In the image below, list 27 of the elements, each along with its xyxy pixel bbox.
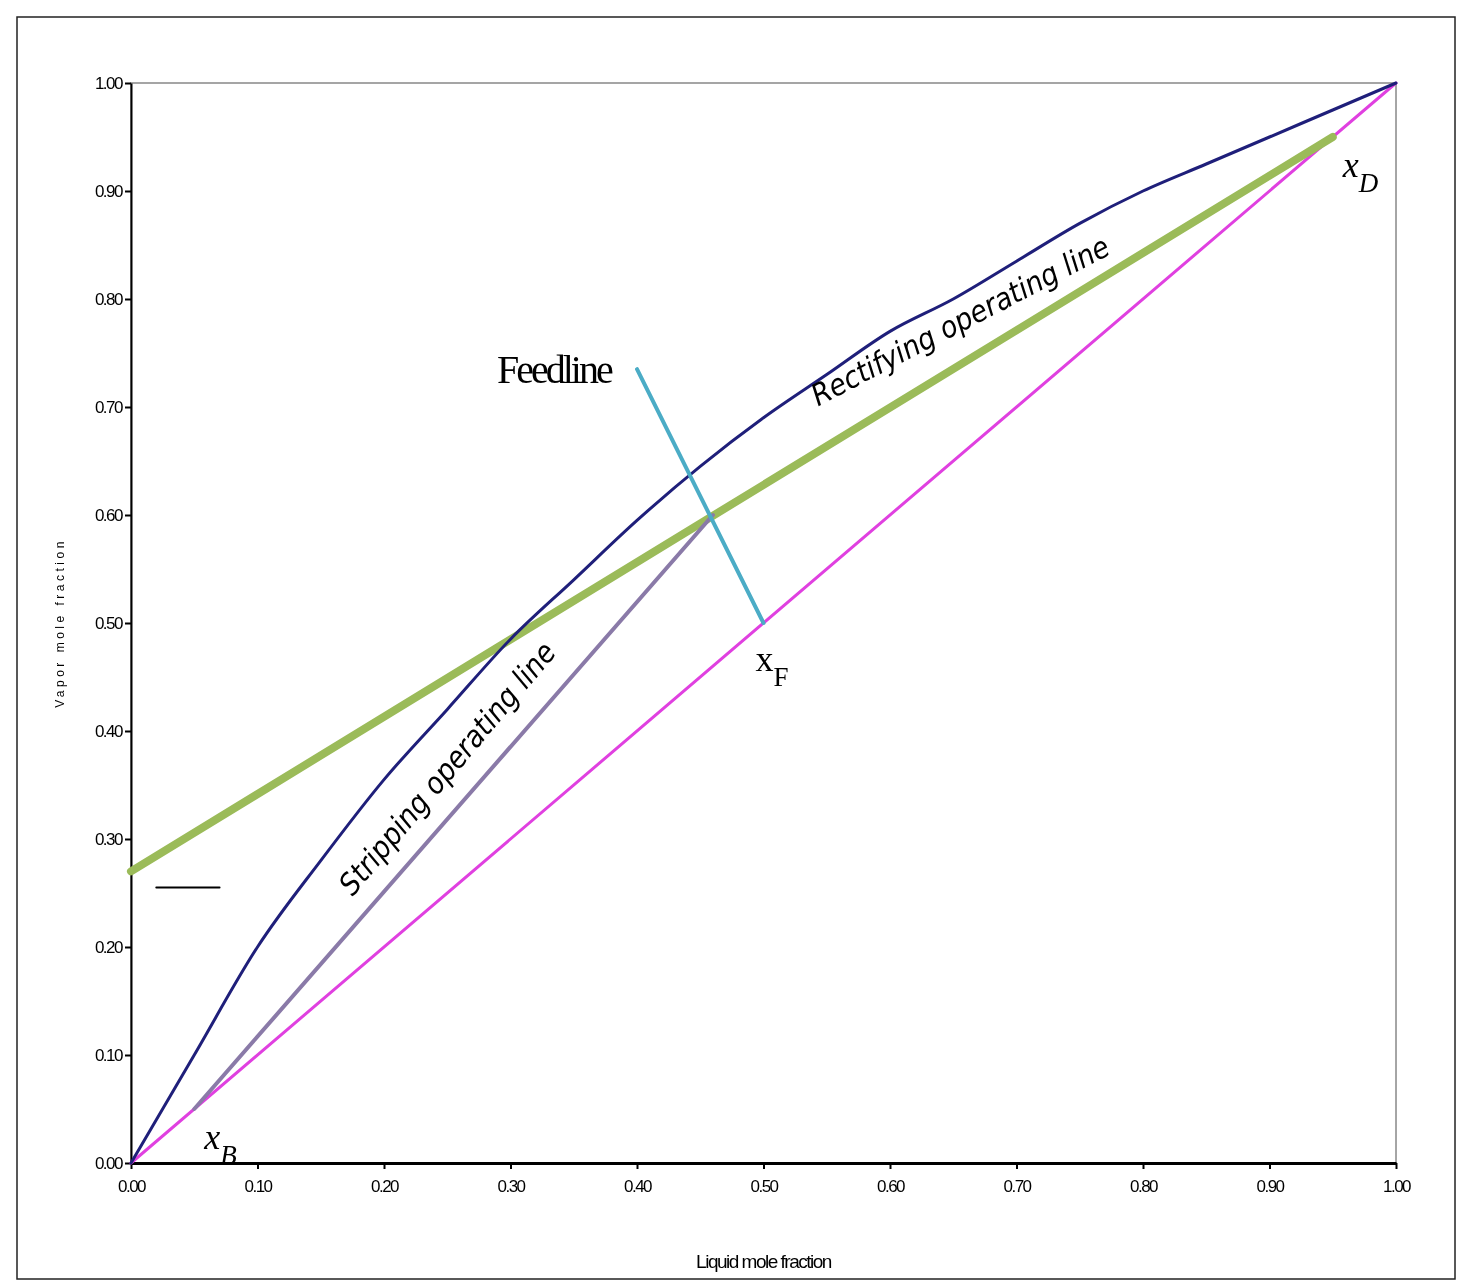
- x-tick-label: 0.10: [244, 1177, 273, 1197]
- y-axis-title: Vapor mole fraction: [53, 538, 67, 708]
- y-tick-label: 0.40: [94, 721, 124, 741]
- y-tick-label: 0.00: [94, 1153, 124, 1173]
- x-tick-label: 0.00: [117, 1177, 147, 1197]
- y-tick-label: 0.20: [94, 937, 124, 957]
- x-tick-label: 0.20: [370, 1177, 400, 1197]
- y-tick-label: 0.10: [94, 1045, 124, 1065]
- annotation: Feedline: [497, 347, 613, 393]
- y-tick-label: 1.00: [94, 73, 124, 93]
- x-tick-label: 0.50: [750, 1177, 779, 1197]
- y-tick-label: 0.50: [94, 613, 124, 633]
- x-tick-label: 1.00: [1382, 1177, 1412, 1197]
- x-tick-label: 0.30: [497, 1177, 526, 1197]
- x-tick-label: 0.70: [1003, 1177, 1032, 1197]
- x-tick-label: 0.80: [1129, 1177, 1159, 1197]
- x-tick-label: 0.90: [1256, 1177, 1285, 1197]
- x-axis-title: Liquid mole fraction: [696, 1251, 832, 1272]
- annotation: x$_{D}$: [1341, 145, 1379, 198]
- y-tick-label: 0.90: [94, 181, 124, 201]
- x-tick-label: 0.40: [623, 1177, 653, 1197]
- y-tick-label: 0.60: [94, 505, 124, 525]
- x-tick-label: 0.60: [876, 1177, 906, 1197]
- y-tick-label: 0.30: [94, 829, 124, 849]
- annotation: x$_{F}$: [755, 639, 789, 692]
- y-tick-label: 0.80: [94, 289, 124, 309]
- y-tick-label: 0.70: [94, 397, 124, 417]
